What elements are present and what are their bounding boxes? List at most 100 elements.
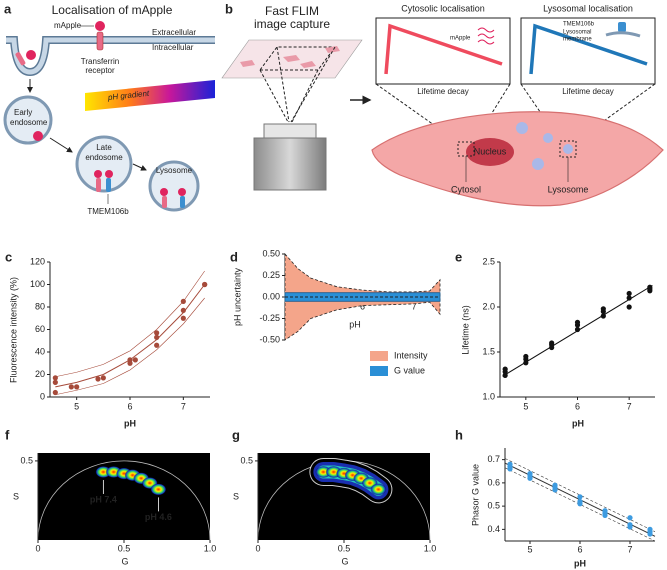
label: pH gradient xyxy=(106,89,150,102)
point xyxy=(577,498,583,505)
y-tick-label: 0.5 xyxy=(240,455,253,465)
receptor xyxy=(162,196,167,208)
membrane-inner xyxy=(6,37,215,75)
x-tick-label: 0.5 xyxy=(118,543,131,553)
point xyxy=(52,375,58,381)
panel-title: Localisation of mApple xyxy=(52,3,173,17)
objective-cap xyxy=(263,123,317,139)
point xyxy=(127,357,133,363)
point xyxy=(627,515,633,521)
lysosome-icon xyxy=(516,122,528,134)
legend-label: G value xyxy=(394,365,425,375)
y-tick-label: 0 xyxy=(40,391,45,401)
x-axis-label: pH xyxy=(124,418,136,428)
point xyxy=(647,284,653,290)
y-tick-label: 100 xyxy=(30,279,45,289)
mapple-icon xyxy=(26,50,36,60)
y-axis-label: S xyxy=(233,491,239,501)
y-axis-label: Phasor G value xyxy=(470,464,480,526)
y-tick-label: 40 xyxy=(35,346,45,356)
point xyxy=(180,298,186,304)
arrow xyxy=(49,137,73,153)
x-axis-label: pH xyxy=(349,319,361,329)
x-tick-label: 0 xyxy=(35,543,40,553)
point xyxy=(52,379,58,385)
y-axis-label: Fluorescence intensity (%) xyxy=(8,277,18,383)
y-tick-label: 1.5 xyxy=(482,346,495,356)
x-tick-label: 7 xyxy=(627,544,632,554)
panel-letter: g xyxy=(232,427,240,442)
chart-3: f 0.5 0 0.5 1.0 G S pH 7.4 pH 4.6 xyxy=(5,427,216,566)
box-title: Lysosomal localisation xyxy=(543,3,633,13)
legend-swatch xyxy=(370,351,388,361)
y-tick-label: 0.5 xyxy=(20,455,33,465)
point xyxy=(507,461,513,467)
label: Lysosomal xyxy=(563,30,591,36)
point xyxy=(154,342,160,348)
label: Lysosome xyxy=(156,166,193,175)
point xyxy=(552,482,558,488)
point xyxy=(602,508,608,514)
label: TMEM106b xyxy=(87,207,129,216)
beam xyxy=(259,46,336,123)
y-tick-label: 0.50 xyxy=(262,248,280,258)
y-tick-label: 120 xyxy=(30,256,45,266)
panel-b: b Fast FLIM image capture Cytosolic loca… xyxy=(221,1,664,207)
receptor xyxy=(96,178,101,192)
x-tick-label: 6 xyxy=(360,301,365,311)
point xyxy=(95,376,101,382)
point xyxy=(574,326,581,333)
chart-1: d-0.50-0.250.000.250.50567pHpH uncertain… xyxy=(230,248,441,376)
point xyxy=(626,290,632,297)
x-axis-label: pH xyxy=(574,558,586,568)
y-tick-label: -0.25 xyxy=(259,313,280,323)
x-tick-label: 7 xyxy=(181,401,186,411)
label: Intracellular xyxy=(152,43,194,52)
tmem-icon xyxy=(618,22,626,32)
y-tick-label: 0.00 xyxy=(262,291,280,301)
mapple-icon xyxy=(178,188,186,196)
x-tick-label: 5 xyxy=(74,401,79,411)
chart-4: g 0.5 0 0.5 1.0 G S xyxy=(232,427,436,566)
late-endosome xyxy=(75,135,133,193)
chart-0: c 0 20 40 60 80 100 120 5 6 7 pH Fluorescence intens… xyxy=(5,249,210,428)
y-tick-label: 0.6 xyxy=(487,477,500,487)
fit-band xyxy=(55,297,205,396)
image-background xyxy=(38,453,210,540)
x-tick-label: 6 xyxy=(127,401,132,411)
point xyxy=(202,281,208,288)
chart-5: h 0.4 0.5 0.6 0.7 5 6 7 pH Phasor G value xyxy=(455,427,656,568)
axis-label: Lifetime decay xyxy=(562,87,614,96)
y-tick-label: 2.5 xyxy=(482,256,495,266)
mapple-icon xyxy=(95,21,105,31)
cell-icon xyxy=(300,61,316,68)
x-axis-label: G xyxy=(121,556,128,566)
x-tick-label: 6 xyxy=(575,401,580,411)
x-axis-label: pH xyxy=(572,418,584,428)
receptor xyxy=(15,52,26,66)
lysosome-icon xyxy=(543,133,553,143)
fit-band xyxy=(504,458,656,532)
y-tick-label: 0.5 xyxy=(487,501,500,511)
protein-icon xyxy=(477,27,495,45)
mapple-icon xyxy=(105,170,113,178)
point xyxy=(574,319,581,325)
label: Lysosome xyxy=(548,184,589,194)
label: mApple xyxy=(450,36,471,42)
y-tick-label: 60 xyxy=(35,324,45,334)
y-tick-label: 20 xyxy=(35,369,45,379)
panel-title: Fast FLIM xyxy=(265,4,319,18)
cell-icon xyxy=(283,55,300,62)
y-axis-label: pH uncertainty xyxy=(232,267,242,326)
y-axis-label: S xyxy=(13,491,19,501)
label: Early xyxy=(14,108,32,117)
point xyxy=(647,526,653,532)
label: mApple xyxy=(54,21,82,30)
y-axis-label: Lifetime (ns) xyxy=(460,305,470,355)
point xyxy=(502,372,508,378)
membrane-icon xyxy=(605,31,641,38)
point xyxy=(523,360,529,366)
mapple-icon xyxy=(33,131,43,141)
ph-gradient xyxy=(85,80,215,111)
